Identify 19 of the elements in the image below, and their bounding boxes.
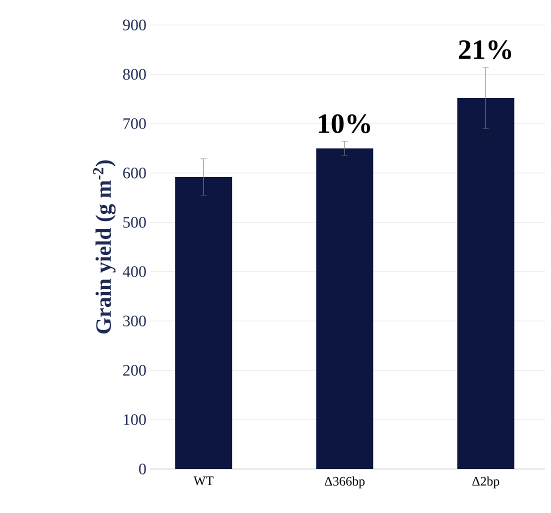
y-tick-label: 900 bbox=[122, 20, 146, 30]
y-tick-label: 600 bbox=[123, 168, 146, 178]
bar bbox=[175, 176, 232, 469]
x-tick-label: Δ2bp bbox=[472, 476, 500, 488]
y-tick-label: 0 bbox=[139, 464, 146, 474]
y-tick-label: 800 bbox=[123, 68, 146, 80]
annotation: 21% bbox=[458, 40, 512, 60]
y-tick-label: 700 bbox=[124, 118, 146, 130]
x-tick-label: Δ366bp bbox=[324, 476, 365, 488]
y-tick-label: 400 bbox=[122, 266, 146, 278]
y-tick-label: 200 bbox=[123, 364, 146, 376]
y-tick-label: 500 bbox=[123, 216, 146, 228]
y-axis-title: Grain yield (g m$^{-2}$) bbox=[93, 160, 116, 334]
y-tick-label: 100 bbox=[124, 414, 146, 426]
x-tick-label: WT bbox=[194, 476, 214, 486]
y-tick-label: 300 bbox=[123, 316, 146, 326]
annotation: 10% bbox=[318, 114, 370, 134]
bar bbox=[457, 98, 514, 469]
bar bbox=[316, 148, 374, 469]
